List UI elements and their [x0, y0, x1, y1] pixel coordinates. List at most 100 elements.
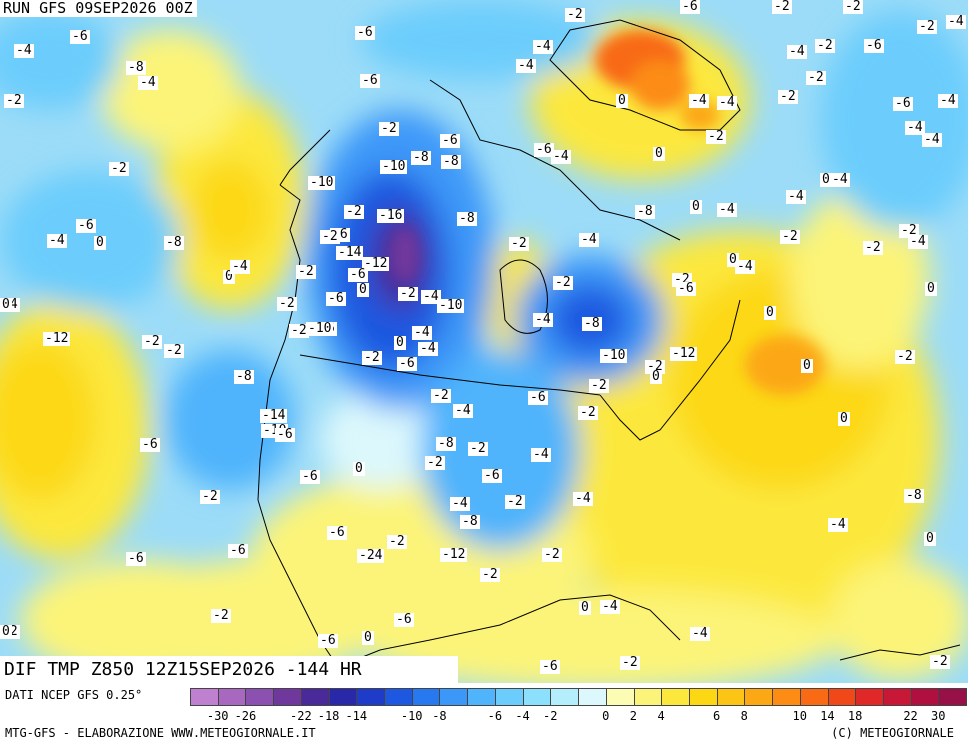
isotherm-value-label: 0: [362, 630, 374, 645]
isotherm-value-label: -2: [565, 7, 585, 22]
color-swatch: [494, 688, 524, 706]
isotherm-value-label: -2: [379, 121, 399, 136]
isotherm-value-label: 0: [0, 624, 12, 639]
isotherm-value-label: 0: [690, 199, 702, 214]
isotherm-value-label: -2: [398, 286, 418, 301]
scale-tick-label: 14: [820, 709, 835, 723]
isotherm-value-label: -6: [76, 218, 96, 233]
map-title: DIF TMP Z850 12Z15SEP2026 -144 HR: [0, 656, 458, 683]
isotherm-value-label: -2: [362, 350, 382, 365]
scale-tick-label: -10: [400, 709, 423, 723]
isotherm-value-label: -6: [540, 659, 560, 674]
color-swatch: [300, 688, 330, 706]
scale-tick-label: -6: [487, 709, 503, 723]
isotherm-value-label: -6: [275, 427, 295, 442]
isotherm-value-label: -6: [70, 29, 90, 44]
isotherm-value-label: -4: [551, 149, 571, 164]
isotherm-value-label: 0: [653, 146, 665, 161]
isotherm-value-label: -6: [228, 543, 248, 558]
scale-tick-label: 22: [903, 709, 918, 723]
scale-tick-label: 6: [712, 709, 721, 723]
isotherm-value-label: -4: [533, 39, 553, 54]
color-swatch: [772, 688, 801, 706]
scale-tick-label: 4: [657, 709, 665, 723]
run-title: RUN GFS 09SEP2026 00Z: [0, 0, 197, 17]
isotherm-value-label: -4: [908, 234, 928, 249]
temperature-anomaly-field: [0, 0, 968, 683]
isotherm-value-label: 0: [764, 305, 776, 320]
isotherm-value-label: -4: [421, 289, 441, 304]
isotherm-value-label: -4: [938, 93, 958, 108]
color-swatch: [439, 688, 469, 706]
color-swatch: [910, 688, 940, 706]
isotherm-value-label: -4: [905, 120, 925, 135]
isotherm-value-label: -8: [904, 488, 924, 503]
color-swatch: [716, 688, 746, 706]
isotherm-value-label: -8: [635, 204, 655, 219]
isotherm-value-label: -4: [690, 626, 710, 641]
isotherm-value-label: -2: [277, 296, 297, 311]
isotherm-value-label: -6: [326, 291, 346, 306]
isotherm-value-label: -12: [43, 331, 71, 346]
isotherm-value-label: -6: [534, 142, 554, 157]
isotherm-value-label: 0: [727, 252, 739, 267]
isotherm-value-label: -14: [260, 408, 288, 423]
isotherm-value-label: 0: [394, 335, 406, 350]
isotherm-value-label: -4: [516, 58, 536, 73]
isotherm-value-label: -2: [387, 534, 407, 549]
scale-tick-label: -26: [234, 709, 257, 723]
isotherm-value-label: -2: [109, 161, 129, 176]
isotherm-value-label: 0: [650, 369, 662, 384]
isotherm-value-label: -4: [412, 325, 432, 340]
isotherm-value-label: -2: [780, 229, 800, 244]
isotherm-value-label: -6: [360, 73, 380, 88]
isotherm-value-label: 0: [223, 269, 235, 284]
isotherm-value-label: -6: [528, 390, 548, 405]
color-swatch: [605, 688, 635, 706]
isotherm-value-label: -8: [164, 235, 184, 250]
isotherm-value-label: -2: [778, 89, 798, 104]
isotherm-value-label: -2: [505, 494, 525, 509]
isotherm-value-label: -10: [600, 348, 628, 363]
isotherm-value-label: -4: [418, 341, 438, 356]
isotherm-value-label: -2: [895, 349, 915, 364]
isotherm-value-label: -4: [573, 491, 593, 506]
isotherm-value-label: -4: [230, 259, 250, 274]
isotherm-value-label: 0: [0, 297, 12, 312]
isotherm-value-label: -14: [336, 245, 364, 260]
isotherm-value-label: -10: [306, 321, 334, 336]
color-swatch: [938, 688, 968, 706]
color-swatch: [661, 688, 690, 706]
isotherm-value-label: -2: [772, 0, 792, 14]
isotherm-value-label: -6: [140, 437, 160, 452]
color-swatch: [827, 688, 857, 706]
isotherm-value-label: -2: [542, 547, 562, 562]
isotherm-value-label: -2: [553, 275, 573, 290]
scale-tick-label: -8: [432, 709, 447, 723]
isotherm-value-label: -2: [142, 334, 162, 349]
isotherm-value-label: -4: [717, 202, 737, 217]
isotherm-value-label: 0: [820, 172, 832, 187]
isotherm-value-label: -8: [411, 150, 431, 165]
isotherm-value-label: -2: [589, 378, 609, 393]
scale-tick-label: 2: [629, 709, 638, 723]
color-swatch: [217, 688, 247, 706]
isotherm-value-label: -4: [830, 172, 850, 187]
isotherm-value-label: 0: [353, 461, 365, 476]
color-swatch: [855, 688, 884, 706]
isotherm-value-label: -8: [441, 154, 461, 169]
scale-tick-label: 30: [931, 709, 946, 723]
color-swatch: [190, 688, 219, 706]
isotherm-value-label: -10: [437, 298, 465, 313]
color-scale-labels: -30 -26 -22 -18 -14 -10 -8 -6 -4 -2 0 2 4 6 8 10 14 18 22 3…: [190, 709, 966, 723]
credit-right: (C) METEOGIORNALE: [831, 726, 954, 740]
isotherm-value-label: -4: [531, 447, 551, 462]
isotherm-value-label: -12: [670, 346, 698, 361]
isotherm-value-label: -4: [787, 44, 807, 59]
isotherm-value-label: -2: [806, 70, 826, 85]
scale-tick-label: 10: [792, 709, 807, 723]
isotherm-value-label: -6: [864, 38, 884, 53]
isotherm-value-label: -2: [930, 654, 950, 669]
isotherm-value-label: -2: [425, 455, 445, 470]
scale-tick-label: -2: [543, 709, 558, 723]
